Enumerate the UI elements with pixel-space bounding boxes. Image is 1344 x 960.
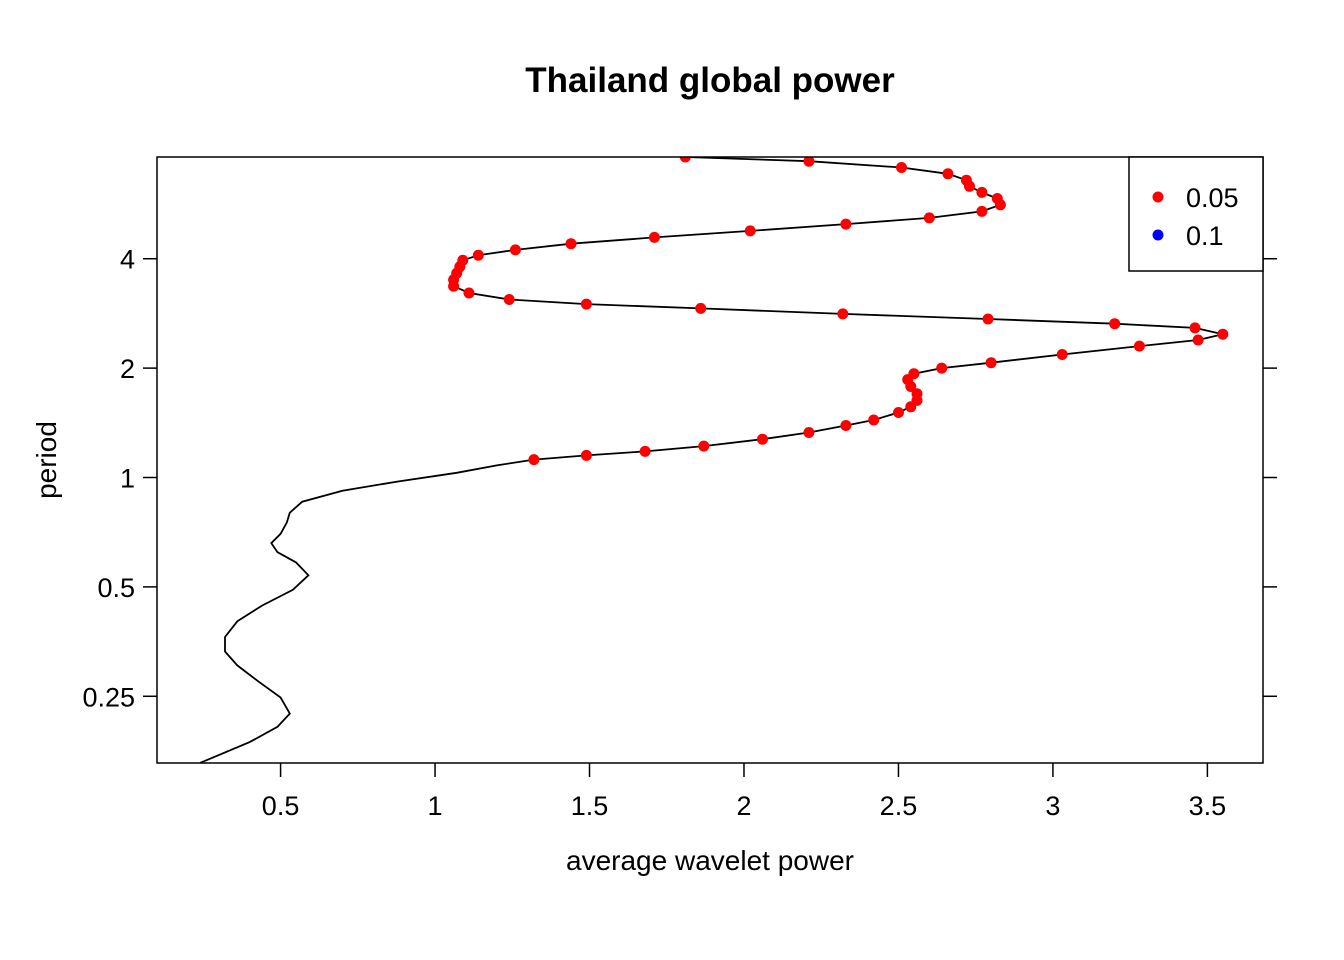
significant-point — [960, 174, 972, 186]
plot-area — [199, 157, 1229, 763]
significant-point — [991, 193, 1003, 204]
significant-point — [580, 449, 592, 461]
significant-point — [1192, 334, 1204, 346]
significant-point — [976, 186, 988, 198]
significant-point — [911, 388, 923, 400]
y-axis: 0.25 0.5 1 2 4 — [82, 245, 1277, 712]
significant-point — [509, 244, 521, 256]
significant-point — [679, 157, 691, 163]
significant-point — [942, 168, 954, 180]
global-power-line — [199, 157, 1224, 763]
significant-point — [908, 368, 920, 380]
significant-point — [695, 302, 707, 314]
significant-point — [923, 212, 935, 224]
significant-point — [744, 225, 756, 237]
significant-point — [803, 157, 815, 167]
x-tick-label: 2.5 — [880, 791, 918, 821]
significant-point — [893, 407, 904, 418]
y-tick-label: 2 — [120, 354, 135, 384]
chart-title: Thailand global power — [525, 61, 895, 100]
x-tick-label: 3.5 — [1189, 791, 1227, 821]
significant-point — [1189, 322, 1201, 334]
significant-point — [648, 231, 660, 243]
significant-point — [757, 433, 768, 445]
x-tick-label: 1 — [428, 791, 443, 821]
significant-point — [936, 362, 948, 374]
legend-marker-01 — [1152, 229, 1164, 241]
significant-point — [803, 427, 815, 438]
significant-point — [528, 454, 540, 466]
significant-point — [1056, 349, 1068, 360]
y-tick-label: 1 — [120, 464, 135, 494]
x-tick-label: 2 — [736, 791, 751, 821]
y-tick-label: 0.5 — [97, 573, 135, 603]
significant-point — [457, 254, 469, 266]
significant-point — [463, 287, 475, 299]
significant-point — [840, 420, 852, 431]
y-tick-label: 0.25 — [82, 682, 135, 712]
significant-point — [985, 357, 997, 369]
significant-point — [868, 414, 880, 426]
x-tick-label: 0.5 — [262, 791, 300, 821]
plot-frame — [156, 156, 1264, 764]
x-tick-label: 1.5 — [571, 791, 609, 821]
significant-point — [1217, 328, 1229, 340]
significant-point — [565, 238, 577, 250]
legend-label-005: 0.05 — [1186, 183, 1239, 213]
significant-point — [976, 205, 988, 217]
x-tick-label: 3 — [1045, 791, 1060, 821]
legend: 0.05 0.1 — [1128, 156, 1264, 272]
significant-point — [472, 249, 484, 261]
y-tick-label: 4 — [120, 245, 135, 275]
significant-point — [1109, 318, 1121, 330]
significant-point — [698, 440, 710, 452]
x-axis: 0.5 1 1.5 2 2.5 3 3.5 — [262, 763, 1226, 821]
legend-box — [1128, 156, 1264, 272]
legend-marker-005 — [1152, 191, 1164, 203]
significant-point — [1133, 340, 1145, 352]
significant-point — [837, 308, 849, 320]
legend-label-01: 0.1 — [1186, 221, 1224, 251]
significant-point — [840, 218, 852, 230]
significant-point — [639, 445, 651, 457]
y-axis-label: period — [31, 421, 62, 499]
significant-point — [896, 162, 907, 173]
significant-point — [503, 294, 515, 305]
significant-point — [580, 298, 592, 310]
x-axis-label: average wavelet power — [566, 845, 854, 876]
significant-point — [982, 313, 994, 325]
